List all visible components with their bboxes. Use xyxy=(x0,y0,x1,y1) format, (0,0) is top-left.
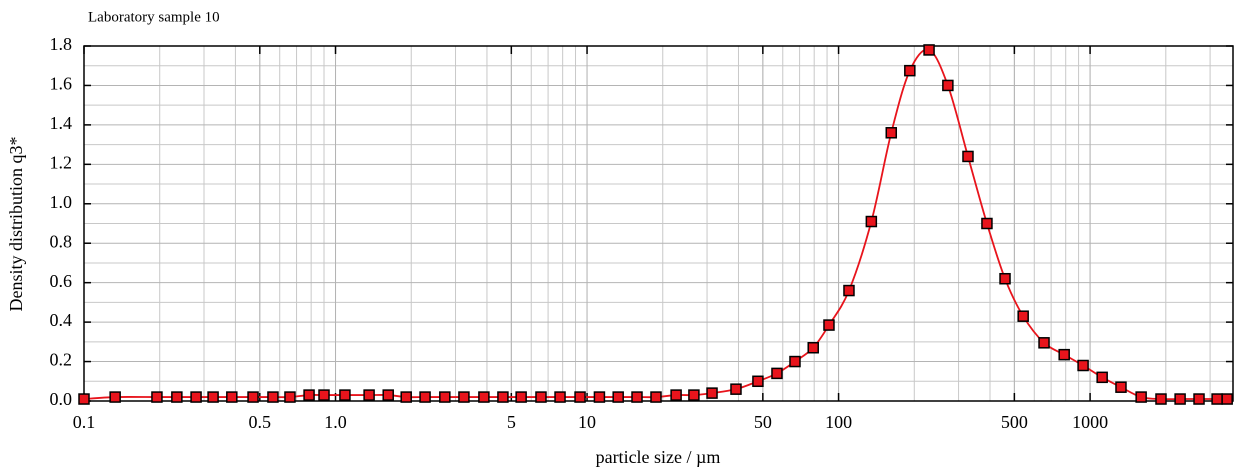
marker xyxy=(574,391,586,403)
marker xyxy=(267,391,279,403)
marker xyxy=(807,342,819,354)
y-tick-label: 0.8 xyxy=(50,231,73,251)
marker xyxy=(730,383,742,395)
chart-title: Laboratory sample 10 xyxy=(88,9,220,25)
marker xyxy=(1221,393,1233,405)
x-tick-label: 1000 xyxy=(1072,412,1108,432)
y-tick-label: 0.2 xyxy=(50,350,73,370)
curve xyxy=(83,48,1228,401)
marker xyxy=(226,391,238,403)
marker xyxy=(109,391,121,403)
y-tick-label: 1.0 xyxy=(50,192,73,212)
marker xyxy=(593,391,606,403)
marker xyxy=(981,217,993,230)
marker xyxy=(284,391,296,403)
y-axis-label: Density distribution q3* xyxy=(6,137,26,312)
marker xyxy=(151,391,163,403)
x-axis-label: particle size / µm xyxy=(596,447,721,467)
x-tick-label: 1.0 xyxy=(324,412,347,432)
marker xyxy=(439,391,451,403)
y-tick-label: 1.6 xyxy=(50,74,73,94)
marker xyxy=(382,389,394,401)
marker xyxy=(303,389,315,401)
marker xyxy=(923,44,935,56)
marker xyxy=(1135,391,1147,403)
marker xyxy=(554,391,566,403)
marker xyxy=(207,391,219,403)
marker xyxy=(1038,337,1050,349)
marker xyxy=(670,389,682,401)
x-tick-label: 5 xyxy=(507,412,516,432)
marker xyxy=(1211,393,1223,405)
marker xyxy=(843,284,855,297)
marker xyxy=(1017,310,1029,322)
marker xyxy=(478,391,490,403)
marker xyxy=(78,393,90,405)
marker xyxy=(771,367,783,380)
marker xyxy=(419,391,431,403)
marker xyxy=(1155,393,1167,405)
x-tick-label: 10 xyxy=(578,412,596,432)
marker xyxy=(363,389,375,401)
marker xyxy=(942,79,954,92)
marker xyxy=(515,391,527,403)
x-tick-label: 0.1 xyxy=(73,412,96,432)
marker xyxy=(706,387,718,399)
marker xyxy=(339,389,351,401)
y-tick-label: 0.0 xyxy=(50,389,73,409)
x-tick-label: 100 xyxy=(825,412,852,432)
marker xyxy=(1193,393,1205,405)
marker xyxy=(1115,381,1127,393)
marker xyxy=(190,391,202,403)
y-tick-label: 0.6 xyxy=(50,271,73,291)
y-tick-label: 0.4 xyxy=(50,310,73,330)
marker xyxy=(752,375,764,388)
x-tick-label: 50 xyxy=(754,412,772,432)
marker xyxy=(1077,359,1089,372)
marker xyxy=(823,319,835,331)
marker xyxy=(612,391,624,403)
marker xyxy=(247,391,259,403)
marker xyxy=(171,391,183,403)
marker xyxy=(962,150,974,163)
marker xyxy=(318,389,330,401)
marker xyxy=(904,64,916,77)
marker xyxy=(1174,393,1186,405)
marker xyxy=(400,391,412,403)
marker xyxy=(865,215,878,228)
marker xyxy=(1058,348,1070,361)
marker xyxy=(885,127,898,139)
y-tick-label: 1.4 xyxy=(50,113,73,133)
marker xyxy=(789,355,801,368)
marker xyxy=(535,391,547,403)
marker xyxy=(458,391,470,403)
marker xyxy=(650,391,662,403)
marker xyxy=(999,272,1011,285)
y-tick-label: 1.8 xyxy=(50,34,73,54)
x-tick-label: 500 xyxy=(1001,412,1028,432)
marker xyxy=(497,391,509,403)
marker xyxy=(631,391,643,403)
y-tick-label: 1.2 xyxy=(50,152,73,172)
marker xyxy=(1096,371,1108,384)
x-tick-label: 0.5 xyxy=(249,412,272,432)
marker xyxy=(688,389,700,401)
